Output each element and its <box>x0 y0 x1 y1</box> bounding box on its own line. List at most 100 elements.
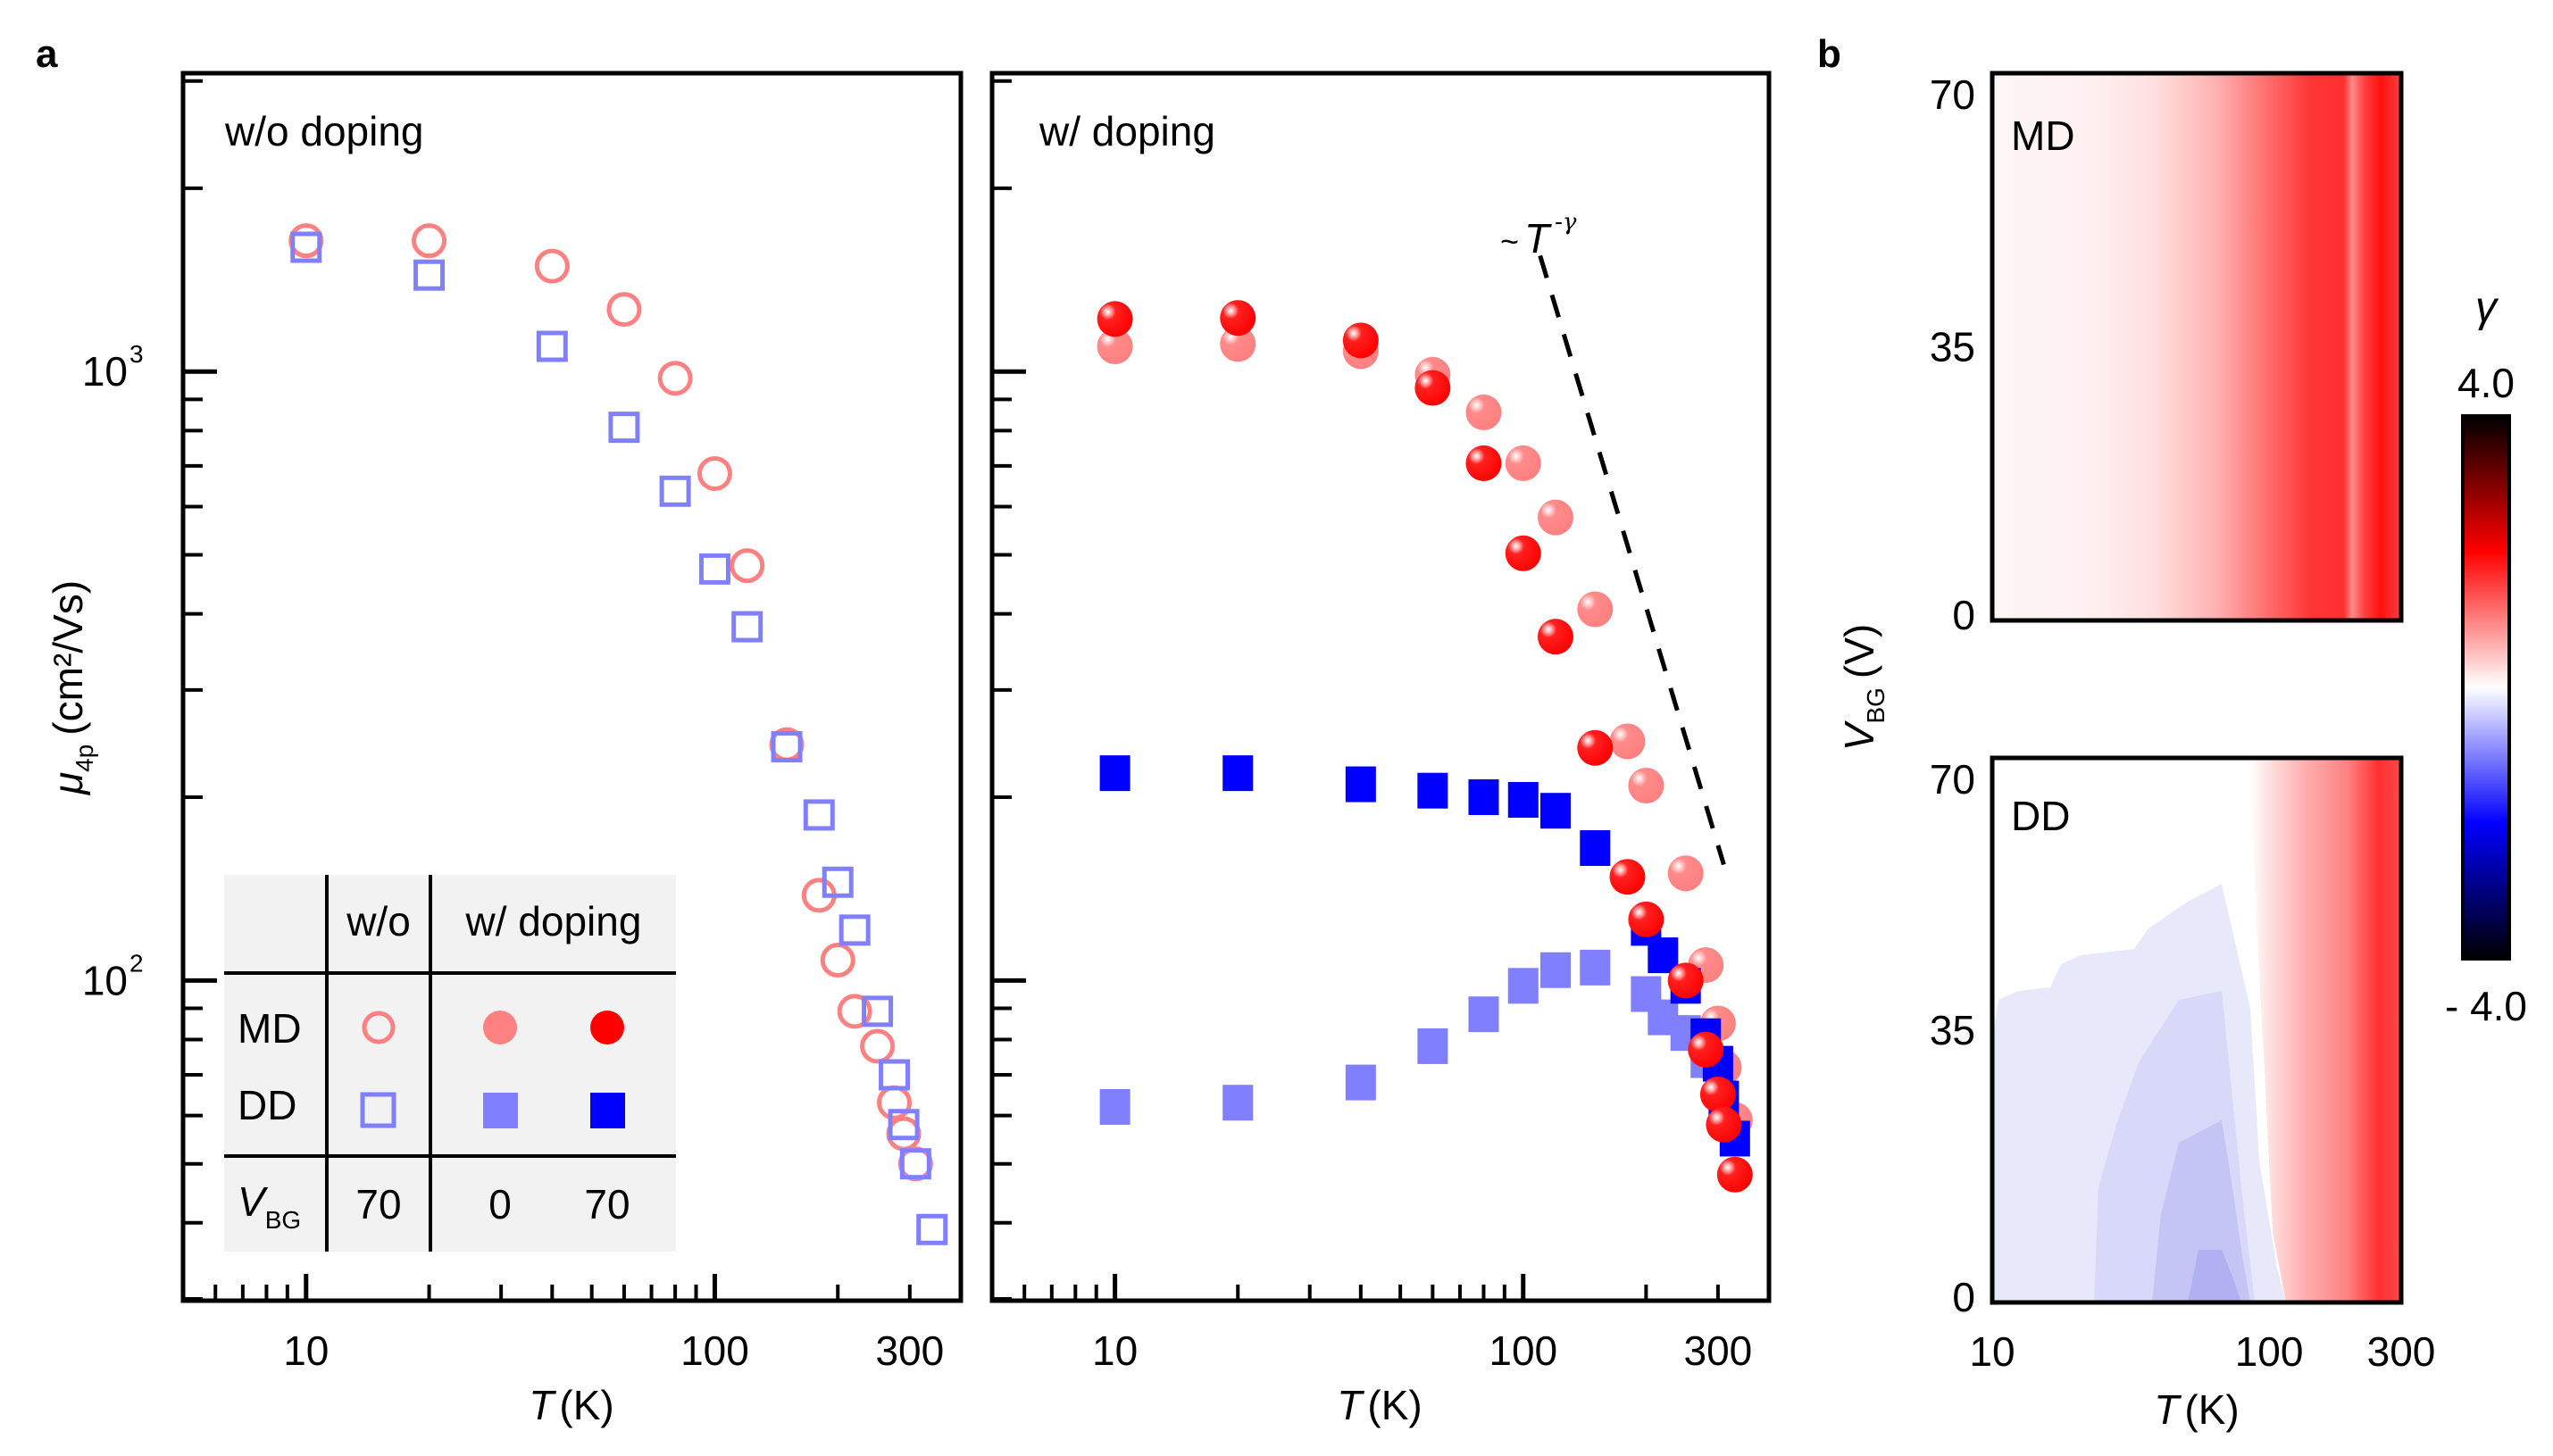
data-point <box>1220 300 1256 337</box>
y-axis-unit: (V) <box>1836 624 1882 678</box>
data-point <box>288 223 324 259</box>
data-point <box>290 231 322 263</box>
x-tick-label: 100 <box>680 1327 749 1374</box>
data-point <box>659 475 691 507</box>
data-point <box>1537 499 1573 536</box>
data-point <box>1345 766 1376 803</box>
legend-vbg-0: 0 <box>488 1181 512 1227</box>
heatmap-frame <box>1990 755 2404 1305</box>
heatmap-md-label: MD <box>2011 112 2075 159</box>
legend-header-wo: w/o <box>346 898 411 944</box>
data-point <box>1537 619 1573 655</box>
y-axis-var: V <box>1836 720 1882 751</box>
data-point <box>1345 1064 1376 1101</box>
legend-table: w/o w/ doping MD DD VBG 70 0 70 <box>224 875 676 1252</box>
x-axis-label: T (K) <box>1337 1382 1422 1428</box>
colorbar-min-label: - 4.0 <box>2445 983 2527 1029</box>
data-point <box>822 866 854 898</box>
legend-background <box>224 875 676 1252</box>
heatmap-axes: 10 100 300 70 35 0 70 35 0 <box>1930 71 2436 1375</box>
data-point <box>1539 952 1571 988</box>
data-point <box>1706 1106 1742 1143</box>
legend-row-dd: DD <box>238 1082 296 1128</box>
panel-b: 10 100 300 70 35 0 70 35 0 MD DD T (K) VBG (V) γ 4… <box>1836 71 2527 1433</box>
data-point <box>1577 729 1614 766</box>
heatmap-dd-label: DD <box>2011 793 2070 839</box>
data-point <box>1688 1031 1724 1068</box>
y-axis-label: μ4p (cm²/Vs) <box>45 580 98 795</box>
data-point <box>803 799 835 831</box>
data-point <box>608 412 640 444</box>
data-point <box>1609 723 1646 760</box>
data-point <box>1580 949 1611 986</box>
legend-row-md: MD <box>238 1005 302 1052</box>
data-point <box>838 914 871 946</box>
data-point <box>771 731 803 763</box>
data-point <box>1099 1088 1130 1125</box>
heatmap-dd <box>1992 758 2401 1302</box>
legend-vbg-wo: 70 <box>355 1181 401 1227</box>
data-point <box>1507 781 1539 818</box>
data-point <box>888 1109 920 1141</box>
y-axis-sub: 4p <box>71 745 98 772</box>
y-axis-unit: (cm²/Vs) <box>45 580 91 736</box>
x-tick-label: 10 <box>1969 1328 2015 1375</box>
data-point <box>1505 445 1541 481</box>
data-point <box>536 330 568 362</box>
panel-label-a: a <box>36 32 58 76</box>
y-axis-sub: BG <box>1862 687 1890 723</box>
data-point <box>1716 1156 1753 1193</box>
data-point <box>1465 445 1502 481</box>
data-point <box>698 553 730 585</box>
heatmap-y-axis-label: VBG (V) <box>1836 624 1890 751</box>
x-tick-label: 300 <box>2367 1328 2436 1375</box>
data-point <box>1342 322 1379 359</box>
data-point <box>1468 779 1499 816</box>
annotation-exp: -γ <box>1555 209 1577 236</box>
colorbar-max-label: 4.0 <box>2457 360 2515 406</box>
panel-a-left: w/o w/ doping MD DD VBG 70 0 70 10 100 300… <box>45 71 964 1428</box>
data-point <box>1222 1085 1254 1121</box>
data-point <box>606 292 642 328</box>
data-point <box>1465 394 1502 430</box>
data-point <box>1097 301 1133 337</box>
data-point <box>916 1213 948 1245</box>
data-point <box>1507 968 1539 1004</box>
panel-label-b: b <box>1817 32 1841 76</box>
power-law-guide-line <box>1538 254 1726 866</box>
data-point <box>730 548 765 584</box>
legend-vbg-70: 70 <box>584 1181 630 1227</box>
x-tick-label: 10 <box>283 1327 329 1374</box>
data-point <box>1417 772 1448 809</box>
data-point <box>1220 326 1256 362</box>
axes: 10 100 300 <box>990 79 1771 1374</box>
legend-marker-dd-70v <box>590 1093 625 1128</box>
contour-blue-4 <box>2188 1250 2241 1302</box>
colorbar-label: γ <box>2475 284 2499 331</box>
y-tick-label: 10 <box>82 957 128 1003</box>
data-point <box>1699 1076 1736 1112</box>
panel-title-wo-doping: w/o doping <box>224 108 424 154</box>
data-point <box>1577 591 1614 628</box>
y-tick-exponent: 3 <box>129 340 144 368</box>
data-point <box>1097 328 1133 364</box>
y-tick-label: 70 <box>1930 756 1975 803</box>
data-point <box>1539 793 1571 829</box>
y-axis-var: μ <box>45 772 91 795</box>
data-point <box>1648 937 1679 974</box>
x-tick-label: 10 <box>1092 1327 1138 1374</box>
y-tick-label: 10 <box>82 348 128 395</box>
x-tick-label: 100 <box>2235 1328 2304 1375</box>
legend-marker-dd-wo <box>360 1092 396 1128</box>
data-point <box>1505 535 1541 571</box>
heatmap-x-axis-label: T (K) <box>2154 1386 2239 1433</box>
y-tick-label: 0 <box>1952 1274 1975 1320</box>
data-point <box>886 1116 922 1152</box>
svg-text:VBG: VBG <box>238 1178 301 1234</box>
x-axis-unit: (K) <box>1367 1382 1422 1428</box>
data-point <box>731 611 763 643</box>
data-point <box>1609 859 1646 895</box>
legend-header-w-doping: w/ doping <box>465 898 642 944</box>
data-point <box>1417 1028 1448 1064</box>
